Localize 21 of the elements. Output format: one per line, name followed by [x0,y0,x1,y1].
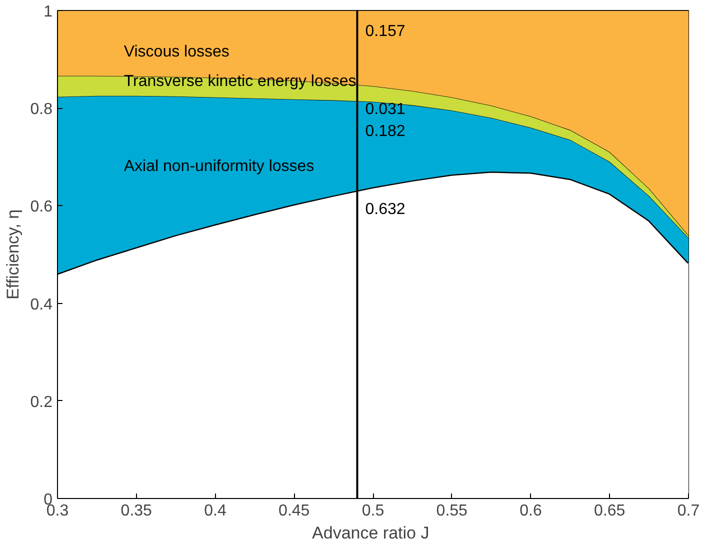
y-axis-title: Efficiency, η [3,209,22,300]
x-tick-label: 0.4 [204,502,226,520]
annotation: Axial non-uniformity losses [124,158,314,176]
annotation: 0.031 [365,101,406,118]
y-tick-label: 0.2 [30,394,53,411]
y-tick-label: 1 [44,4,53,20]
x-tick-label: 0.6 [520,502,542,520]
x-tick-label: 0.45 [278,502,310,520]
annotation: Viscous losses [124,43,230,60]
y-tick-label: 0.6 [30,198,53,216]
x-axis-title: Advance ratio J [312,524,430,542]
x-tick-label: 0.35 [120,502,152,520]
x-tick-label: 0.5 [362,502,384,520]
x-tick-label: 0.55 [436,502,468,520]
y-tick-label: 0.4 [30,296,53,314]
x-tick-label: 0.7 [677,502,700,520]
x-tick-label: 0.65 [594,502,626,520]
annotation: 0.182 [365,123,406,140]
annotation: 0.632 [365,201,406,218]
annotation: 0.157 [365,23,406,40]
y-tick-label: 0.8 [30,101,53,118]
